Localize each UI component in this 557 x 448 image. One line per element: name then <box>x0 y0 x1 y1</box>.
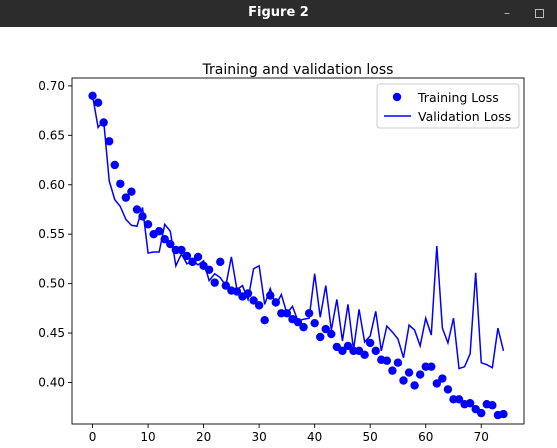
maximize-icon <box>534 9 544 18</box>
training-loss-point <box>221 281 231 290</box>
training-loss-point <box>232 287 242 296</box>
y-tick-label: 0.45 <box>38 326 65 340</box>
training-loss-point <box>338 346 347 356</box>
training-loss-point <box>177 245 186 255</box>
training-loss-point <box>182 251 192 261</box>
training-loss-point <box>438 374 447 383</box>
training-loss-point <box>254 301 264 310</box>
training-loss-point <box>282 309 292 318</box>
training-loss-point <box>427 362 436 371</box>
x-tick-label: 60 <box>418 430 433 444</box>
legend-box <box>376 83 520 129</box>
training-loss-point <box>271 298 280 307</box>
minimize-button[interactable]: – <box>504 6 510 20</box>
training-loss-point <box>299 322 308 332</box>
legend-label-validation-loss: Validation Loss <box>418 109 511 124</box>
training-loss-point <box>138 212 147 221</box>
x-tick-label: 10 <box>140 430 155 444</box>
y-tick-label: 0.50 <box>38 277 65 291</box>
training-loss-point <box>110 160 119 170</box>
training-loss-point <box>321 324 330 334</box>
training-loss-point <box>310 318 319 328</box>
training-loss-point <box>432 379 442 388</box>
x-tick-label: 40 <box>307 430 322 444</box>
training-loss-point <box>382 356 392 365</box>
x-tick-label: 20 <box>196 430 211 444</box>
training-loss-point <box>399 376 408 385</box>
training-loss-point <box>121 193 131 202</box>
training-loss-point <box>99 118 108 127</box>
training-loss-point <box>243 289 253 298</box>
legend: Training Loss Validation Loss <box>376 83 520 129</box>
training-loss-point <box>210 278 219 287</box>
training-loss-point <box>93 98 103 107</box>
training-loss-point <box>360 350 369 359</box>
training-loss-point <box>105 137 114 146</box>
training-loss-point <box>371 346 380 356</box>
training-loss-point <box>154 227 164 236</box>
y-tick-label: 0.65 <box>38 128 65 142</box>
training-loss-point <box>160 234 169 244</box>
training-loss-point <box>143 220 153 229</box>
training-loss-point <box>266 291 275 300</box>
plot-frame <box>71 77 525 425</box>
y-tick-label: 0.55 <box>38 227 65 241</box>
chart-title: Training and validation loss <box>202 62 394 78</box>
training-loss-point <box>343 341 353 351</box>
y-tick-label: 0.70 <box>38 79 65 93</box>
window-titlebar: Figure 2 – <box>0 0 557 27</box>
training-loss-point <box>410 381 419 390</box>
loss-chart: Training and validation loss 0 10 20 30 40 50… <box>38 62 525 444</box>
training-loss-point <box>116 179 125 188</box>
x-tick-label: 0 <box>89 430 97 444</box>
training-loss-point <box>260 316 269 325</box>
window-title: Figure 2 <box>248 5 309 20</box>
training-loss-point <box>132 205 142 214</box>
maximize-button[interactable] <box>530 4 548 22</box>
training-loss-point <box>216 257 225 267</box>
training-loss-point <box>443 385 453 394</box>
training-loss-point <box>415 370 425 379</box>
y-tick-label: 0.60 <box>38 178 65 192</box>
training-loss-point <box>499 409 508 419</box>
training-loss-point <box>393 358 403 367</box>
x-tick-label: 70 <box>474 430 489 444</box>
training-loss-point <box>127 187 136 196</box>
training-loss-point <box>88 91 97 100</box>
legend-marker-training-loss <box>392 92 402 102</box>
training-loss-point <box>488 401 497 410</box>
training-loss-point <box>188 257 197 267</box>
training-loss-point <box>193 252 203 262</box>
legend-label-training-loss: Training Loss <box>417 90 499 105</box>
x-tick-label: 50 <box>363 430 378 444</box>
training-loss-point <box>293 317 303 327</box>
training-loss-point <box>454 395 464 404</box>
training-loss-point <box>316 332 325 342</box>
training-loss-point <box>166 239 175 249</box>
figure-canvas: Training and validation loss 0 10 20 30 40 50… <box>0 27 557 448</box>
training-loss-point <box>204 265 214 274</box>
training-loss-point <box>304 309 314 318</box>
y-tick-label: 0.40 <box>38 375 65 389</box>
training-loss-point <box>465 399 475 408</box>
training-loss-point <box>404 368 414 377</box>
training-loss-point <box>365 338 375 348</box>
training-loss-point <box>327 329 336 339</box>
training-loss-point <box>477 408 486 418</box>
x-tick-label: 30 <box>251 430 266 444</box>
training-loss-point <box>388 366 397 375</box>
training-loss-point <box>249 296 258 305</box>
